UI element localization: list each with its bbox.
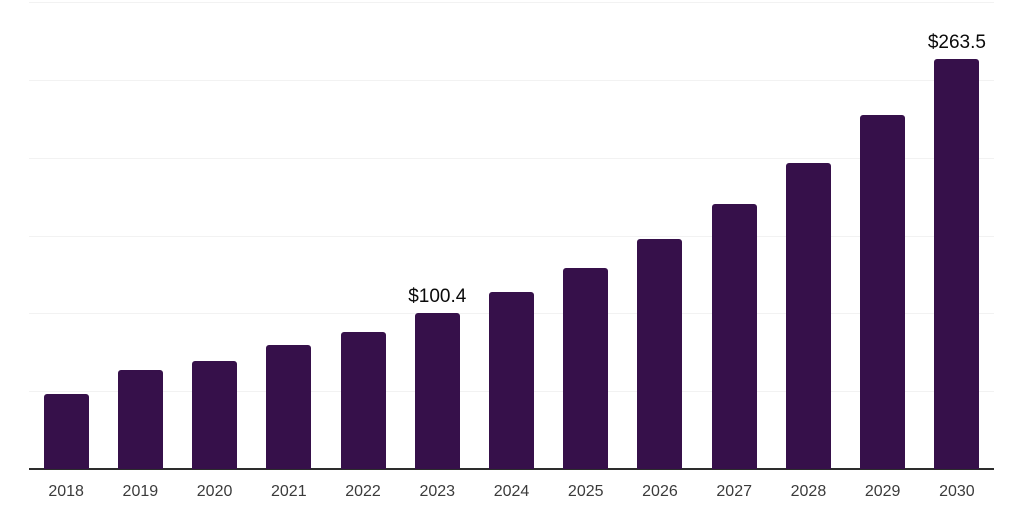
x-tick-label-2022: 2022	[345, 483, 381, 500]
plot-area: 2018 2019 2020 2021 2022 $100.4 2023 2024 2025 20…	[29, 0, 994, 512]
bar-value-label-2023: $100.4	[408, 285, 467, 307]
bar-2030	[934, 58, 980, 469]
bar-2023	[414, 312, 460, 469]
gridline-200	[29, 157, 994, 159]
gridline-250	[29, 79, 994, 81]
bar-2022	[340, 331, 386, 469]
x-tick-label-2024: 2024	[493, 483, 530, 500]
x-tick-label-2027: 2027	[716, 483, 752, 500]
x-tick-label-2018: 2018	[48, 483, 84, 500]
x-axis-line	[29, 468, 994, 470]
bar-2018	[43, 393, 89, 469]
bar-2019	[117, 369, 163, 469]
x-tick-label-2028: 2028	[790, 483, 827, 500]
bar-value-label-2030: $263.5	[927, 31, 986, 53]
x-tick-label-2030: 2030	[939, 483, 975, 500]
x-tick-label-2021: 2021	[271, 483, 307, 500]
gridline-150	[29, 235, 994, 237]
bar-2026	[637, 239, 683, 469]
bar-2025	[563, 267, 609, 469]
bar-2028	[785, 163, 831, 469]
bar-2024	[489, 291, 534, 469]
gridline-300	[29, 2, 994, 3]
bar-2021	[266, 345, 312, 469]
x-tick-label-2019: 2019	[122, 483, 159, 500]
x-tick-label-2029: 2029	[864, 483, 901, 500]
x-tick-label-2025: 2025	[567, 483, 604, 500]
x-tick-label-2020: 2020	[196, 483, 233, 500]
bar-2027	[711, 204, 757, 469]
x-tick-label-2026: 2026	[642, 483, 678, 500]
bar-2029	[860, 115, 906, 469]
bar-2020	[192, 361, 238, 469]
x-tick-label-2023: 2023	[419, 483, 456, 500]
